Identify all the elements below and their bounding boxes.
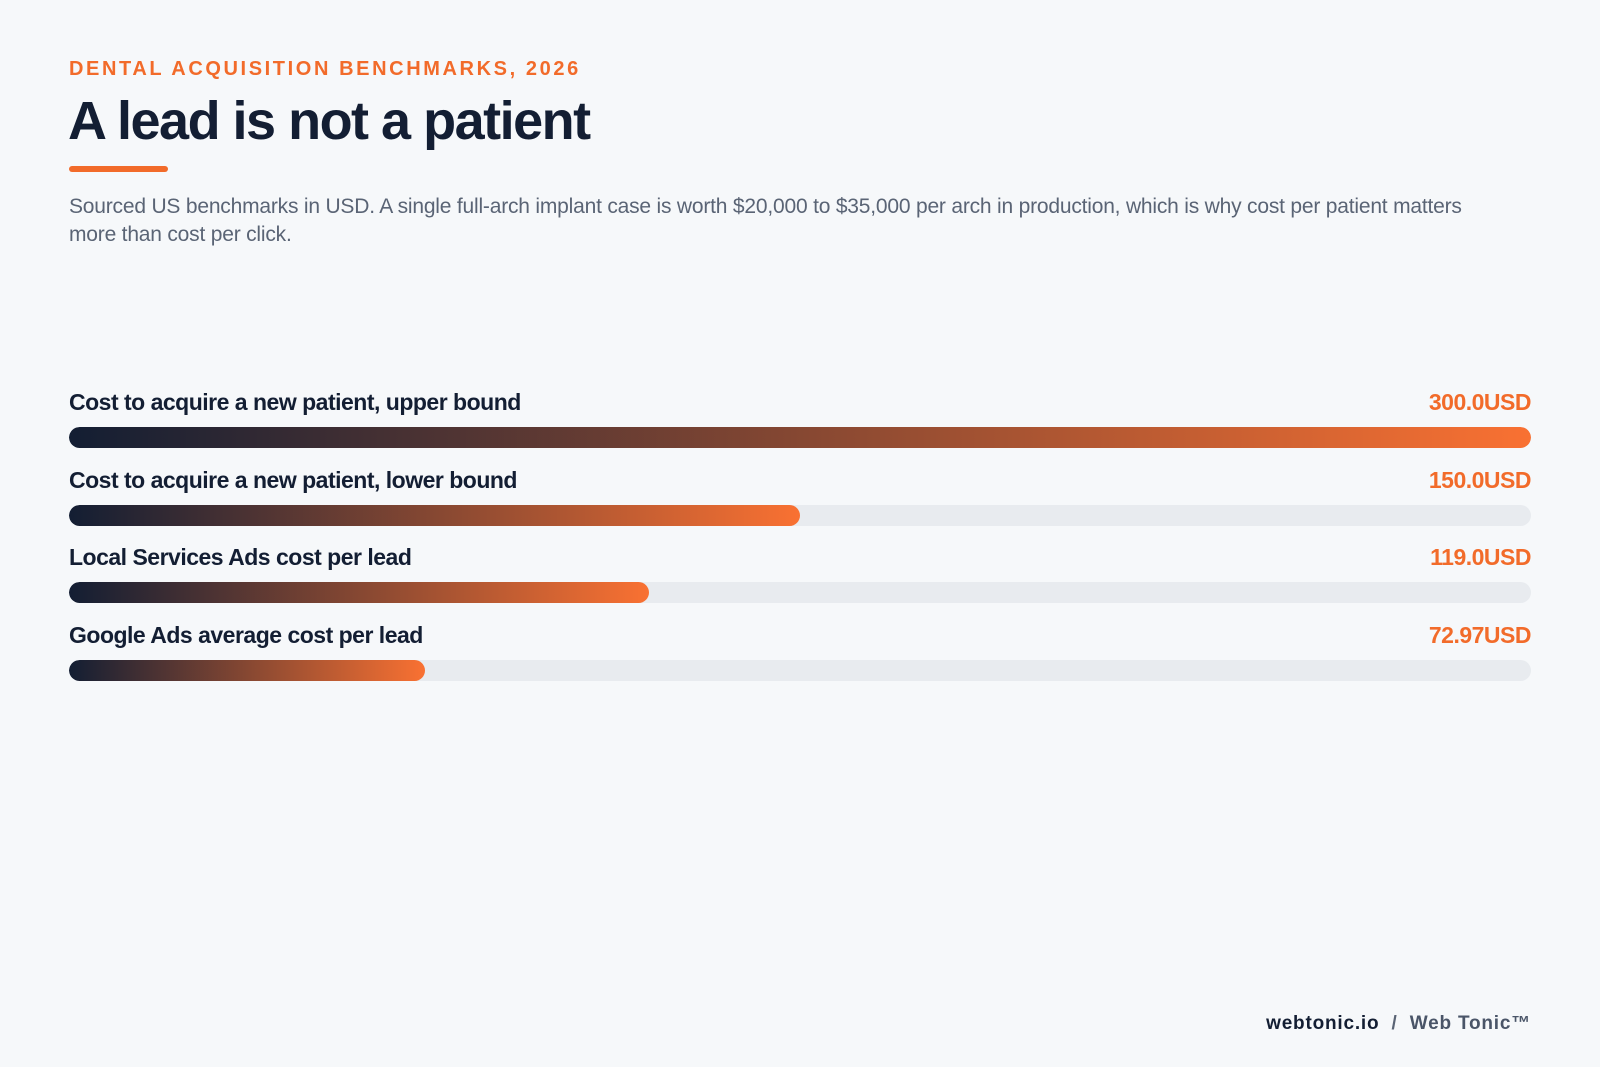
eyebrow-label: DENTAL ACQUISITION BENCHMARKS, 2026 (69, 58, 581, 80)
bar-value-label: 72.97USD (1428, 621, 1532, 648)
title-underline (69, 166, 168, 172)
bar-row: Cost to acquire a new patient, lower bou… (69, 463, 1532, 541)
bar-chart: Cost to acquire a new patient, upper bou… (69, 385, 1532, 696)
bar-fill (69, 427, 1531, 448)
bar-row: Local Services Ads cost per lead 119.0US… (69, 540, 1531, 618)
page-title: A lead is not a patient (68, 91, 591, 151)
bar-track (69, 659, 1531, 681)
bar-row: Google Ads average cost per lead 72.97US… (69, 618, 1532, 696)
bar-track (69, 504, 1531, 526)
bar-label: Cost to acquire a new patient, lower bou… (69, 466, 517, 493)
bar-fill (69, 582, 649, 603)
bar-fill (69, 504, 800, 526)
footer-credit: webtonic.io / Web Tonic™ (1266, 1013, 1531, 1035)
footer-brand: Web Tonic™ (1409, 1013, 1531, 1034)
bar-track (69, 582, 1531, 603)
bar-row: Cost to acquire a new patient, upper bou… (69, 385, 1532, 463)
footer-domain: webtonic.io (1266, 1013, 1380, 1034)
page-subtitle: Sourced US benchmarks in USD. A single f… (69, 195, 1462, 246)
bar-value-label: 150.0USD (1428, 466, 1532, 493)
bar-label: Cost to acquire a new patient, upper bou… (69, 389, 521, 415)
footer-separator: / (1391, 1013, 1398, 1034)
bar-value-label: 119.0USD (1430, 544, 1531, 570)
bar-fill (69, 659, 425, 681)
bar-label: Local Services Ads cost per lead (69, 544, 412, 570)
bar-track (69, 427, 1531, 448)
bar-value-label: 300.0USD (1428, 389, 1532, 415)
bar-label: Google Ads average cost per lead (69, 621, 423, 648)
